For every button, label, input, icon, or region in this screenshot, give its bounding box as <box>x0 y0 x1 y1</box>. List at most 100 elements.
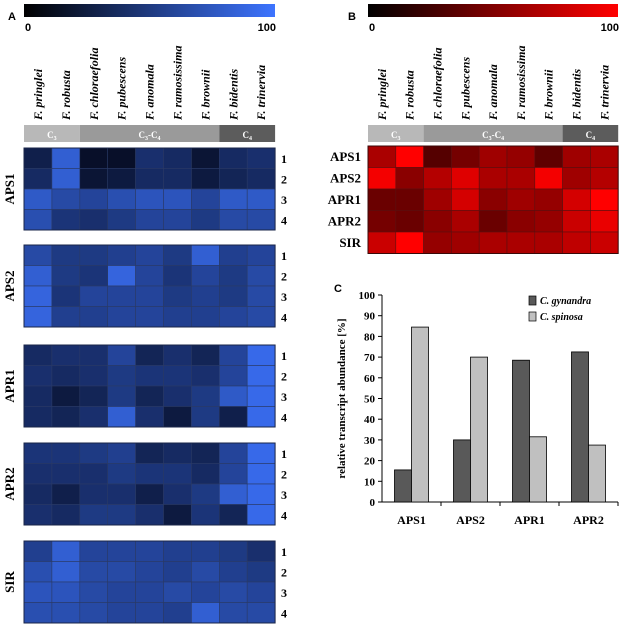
panel-a-heat-cell <box>219 581 248 603</box>
panel-a-heat-cell <box>191 504 220 526</box>
panel-a-heat-cell <box>107 265 136 287</box>
panel-a-heat-cell <box>79 442 109 464</box>
panel-a-block-frame <box>23 244 276 328</box>
panel-b-heat-cell <box>451 210 480 233</box>
panel-a-heat-cell <box>246 581 276 603</box>
panel-a-heat-cell <box>191 406 220 428</box>
panel-b-heat-cell <box>423 145 452 168</box>
y-tick-label: 90 <box>364 311 376 323</box>
panel-a-replicate-label: 3 <box>281 193 287 207</box>
panel-a-heat-cell <box>79 265 109 287</box>
panel-a-heat-cell <box>51 209 81 231</box>
panel-a-heat-cell <box>163 483 192 505</box>
panel-a-replicate-label: 1 <box>281 349 287 363</box>
panel-a-block-frame <box>23 344 276 428</box>
panel-a-heat-cell <box>23 265 53 287</box>
panel-a-replicate-label: 4 <box>281 411 287 425</box>
bar-c-gynandra <box>571 351 589 503</box>
panel-a-heat-cell <box>163 209 192 231</box>
panel-b-heat-cell <box>451 188 480 211</box>
panel-a-replicate-label: 4 <box>281 607 287 621</box>
panel-a-heat-cell <box>163 365 192 387</box>
panel-a-heat-cell <box>23 581 53 603</box>
panel-a-heat-cell <box>163 244 192 266</box>
panel-a-heat-cell <box>246 265 276 287</box>
panel-a-group-bar <box>219 125 276 142</box>
panel-a-heat-cell <box>107 442 136 464</box>
panel-b-species-label: F. bidentis <box>570 69 584 121</box>
panel-a-group-label: C3-C4 <box>139 130 161 142</box>
panel-a-heat-cell <box>246 463 276 485</box>
panel-b-species-label: F. brownii <box>542 69 556 121</box>
panel-a-species-label: F. ramosissima <box>170 46 184 121</box>
panel-a-heat-cell <box>23 504 53 526</box>
legend-swatch <box>528 295 537 306</box>
panel-a-heat-cell <box>107 285 136 307</box>
panel-b-heat-cell <box>478 210 508 233</box>
panel-a-heat-cell <box>191 483 220 505</box>
legend-swatch <box>528 311 537 322</box>
panel-a-replicate-label: 3 <box>281 390 287 404</box>
legend-label: C. spinosa <box>540 312 583 323</box>
panel-b-species-label: F. anomala <box>486 64 500 121</box>
y-tick-label: 40 <box>364 414 376 426</box>
panel-b-heatmap-frame <box>367 145 619 254</box>
panel-a-heat-cell <box>219 147 248 169</box>
panel-a-heat-cell <box>135 540 164 562</box>
panel-a-species-label: F. anomala <box>143 64 157 121</box>
panel-a-replicate-label: 2 <box>281 566 287 580</box>
panel-a-heat-cell <box>51 483 81 505</box>
panel-b-heat-cell <box>506 188 536 211</box>
panel-a-heat-cell <box>246 406 276 428</box>
panel-b-gene-label: APS2 <box>330 171 361 186</box>
panel-a-heat-cell <box>135 365 164 387</box>
panel-b-species-label: F. trinervia <box>597 65 611 121</box>
panel-a-heat-cell <box>191 306 220 328</box>
panel-b-heat-cell <box>590 210 619 233</box>
panel-a-heat-cell <box>23 561 53 583</box>
panel-b-heat-cell <box>423 188 452 211</box>
panel-a-heat-cell <box>246 344 276 366</box>
panel-a-heat-cell <box>191 168 220 190</box>
panel-a-heat-cell <box>191 285 220 307</box>
panel-a-heat-cell <box>246 306 276 328</box>
panel-b-heat-cell <box>367 188 397 211</box>
panel-b-heat-cell <box>395 210 424 233</box>
panel-a-group-label: C4 <box>242 130 252 142</box>
y-tick-label: 100 <box>359 290 376 302</box>
panel-a-heat-cell <box>191 561 220 583</box>
panel-a-heat-cell <box>23 365 53 387</box>
panel-a-heat-cell <box>246 561 276 583</box>
panel-a-heatmap: 1 2 3 4 APS1 1 2 3 4 APS2 1 2 3 4 APR1 1 2 3 4 APR2 1 2 3 4 SIR <box>2 147 287 624</box>
panel-a-heat-cell <box>163 285 192 307</box>
y-tick-label: 60 <box>364 373 376 385</box>
panel-a-heat-cell <box>246 285 276 307</box>
panel-a-heat-cell <box>79 365 109 387</box>
panel-a-gene-label: APR1 <box>2 369 17 402</box>
panel-a-heat-cell <box>163 463 192 485</box>
panel-b-species-labels: F. pringlei F. robusta F. chloraefolia F. p… <box>375 46 611 121</box>
panel-a-block-sir: 1 2 3 4 SIR <box>2 540 287 624</box>
panel-a-heat-cell <box>79 306 109 328</box>
panel-a-heat-cell <box>79 602 109 624</box>
panel-a-heat-cell <box>219 306 248 328</box>
panel-a-heat-cell <box>107 168 136 190</box>
panel-a-heat-cell <box>107 483 136 505</box>
panel-b-gene-label: APR1 <box>328 192 361 207</box>
panel-b-heat-cell <box>395 167 424 190</box>
x-category-label: APS1 <box>397 513 426 527</box>
panel-a-heat-cell <box>219 442 248 464</box>
panel-b-gene-label: SIR <box>339 235 361 250</box>
panel-a-heat-cell <box>23 344 53 366</box>
panel-a-heat-cell <box>219 602 248 624</box>
panel-a-heat-cell <box>191 188 220 210</box>
panel-a-heat-cell <box>107 385 136 407</box>
panel-a-heat-cell <box>23 306 53 328</box>
panel-b-heat-cell <box>478 145 508 168</box>
panel-b-species-label: F. pringlei <box>375 68 389 121</box>
panel-a-replicate-label: 1 <box>281 447 287 461</box>
panel-a-replicate-label: 1 <box>281 249 287 263</box>
panel-a-gene-label: APS1 <box>2 173 17 204</box>
panel-a-scale-min: 0 <box>25 22 31 34</box>
panel-a-heat-cell <box>79 504 109 526</box>
